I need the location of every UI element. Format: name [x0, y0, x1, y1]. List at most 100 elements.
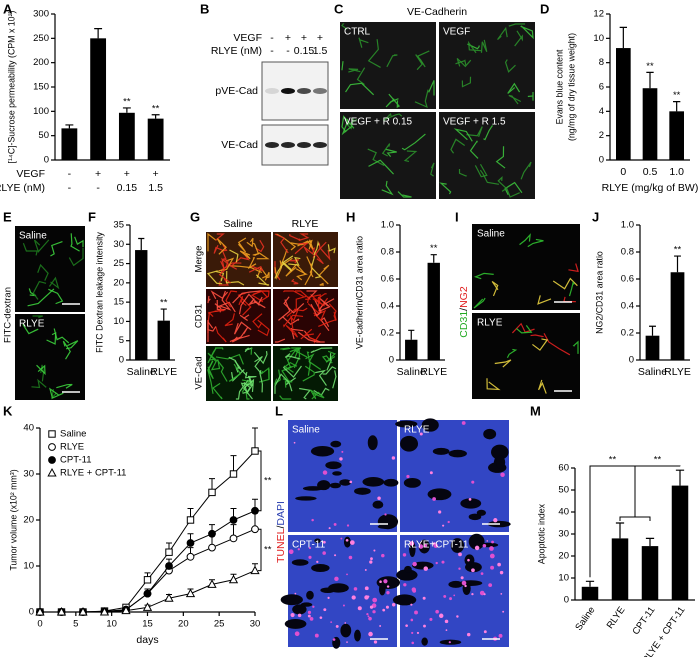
panel-letter: J	[592, 209, 599, 224]
row-label: VEGF	[16, 168, 45, 180]
stain	[381, 553, 385, 558]
stain	[379, 625, 382, 627]
image-label: RLYE+CPT-11	[404, 540, 469, 551]
stain	[381, 143, 391, 157]
stain	[322, 366, 337, 375]
stain	[410, 618, 414, 622]
stain	[435, 609, 439, 614]
series-line	[40, 528, 256, 613]
stain	[307, 614, 311, 618]
stain	[333, 522, 337, 526]
stain	[253, 296, 266, 309]
stain	[22, 243, 38, 256]
panel-letter: G	[190, 209, 200, 224]
stain	[310, 445, 335, 457]
stain	[421, 637, 428, 646]
significance-label: **	[654, 455, 662, 466]
stain	[377, 496, 381, 501]
significance-label: **	[160, 298, 168, 309]
stain	[33, 239, 50, 253]
stain	[216, 238, 227, 255]
stain	[215, 326, 227, 343]
stain	[411, 587, 416, 592]
stain	[298, 233, 310, 241]
band	[281, 142, 295, 148]
stain	[284, 353, 301, 360]
micrograph	[439, 22, 535, 109]
stain	[507, 82, 521, 94]
image-label: Saline	[292, 425, 320, 436]
stain	[423, 544, 428, 548]
y-tick-label: 10	[593, 33, 604, 44]
stain	[314, 538, 321, 544]
error-bar	[138, 237, 145, 251]
stain	[291, 559, 309, 566]
stain	[306, 290, 318, 299]
stain	[480, 39, 488, 53]
x-tick-label: RLYE	[664, 366, 691, 378]
stain	[221, 244, 228, 260]
y-tick-label: 0.4	[621, 301, 634, 312]
stain	[438, 510, 442, 514]
marker	[78, 606, 88, 616]
error-bar	[615, 522, 625, 539]
stain	[327, 244, 336, 254]
stain	[519, 233, 531, 246]
stain	[489, 546, 494, 551]
marker	[186, 516, 195, 524]
y-tick-label: 50	[38, 130, 49, 141]
stain	[50, 240, 63, 257]
row-value: -	[286, 45, 290, 57]
stain	[252, 313, 263, 329]
stain	[304, 263, 313, 286]
marker	[185, 588, 196, 598]
row-value: 0.15	[117, 182, 138, 194]
stain	[339, 457, 343, 461]
marker	[228, 574, 239, 584]
panel-title: VE-Cadherin	[407, 6, 467, 18]
stain	[48, 276, 60, 290]
row-value: 1.5	[313, 45, 328, 57]
axis-label: Tumor volume (x10² mm³)	[8, 469, 18, 570]
row-value: -	[270, 45, 274, 57]
stain	[486, 378, 501, 391]
stain	[318, 242, 331, 261]
x-tick-label: CPT-11	[630, 605, 657, 637]
stain	[306, 351, 311, 376]
stain	[538, 379, 547, 394]
x-tick-label: Saline	[397, 366, 426, 378]
stain	[479, 590, 485, 596]
stain	[228, 363, 242, 382]
stain	[497, 562, 501, 567]
row-value: -	[68, 168, 72, 180]
stain	[207, 232, 217, 252]
stain	[453, 128, 473, 142]
stain	[313, 240, 320, 256]
significance-label: **	[646, 61, 654, 72]
stain	[474, 545, 480, 551]
stain	[453, 594, 456, 597]
stain	[290, 278, 299, 285]
error-bar	[674, 255, 681, 273]
stain	[483, 125, 494, 141]
axis-label: VE-Cad	[194, 356, 205, 389]
error-bar	[94, 28, 103, 39]
stain	[294, 242, 308, 255]
stain	[368, 631, 373, 637]
band	[265, 88, 279, 94]
panel-letter: B	[200, 1, 209, 16]
y-tick-label: 200	[33, 57, 49, 68]
stain	[300, 602, 313, 607]
stain	[397, 191, 412, 198]
stain	[504, 59, 516, 73]
stain	[468, 513, 482, 521]
y-tick-label: 10	[113, 316, 124, 327]
bar	[669, 111, 684, 160]
stain	[423, 624, 426, 628]
stain	[229, 326, 249, 343]
legend-label: Saline	[60, 429, 86, 440]
stain	[340, 537, 343, 540]
stain	[335, 624, 339, 628]
stain	[343, 536, 351, 548]
